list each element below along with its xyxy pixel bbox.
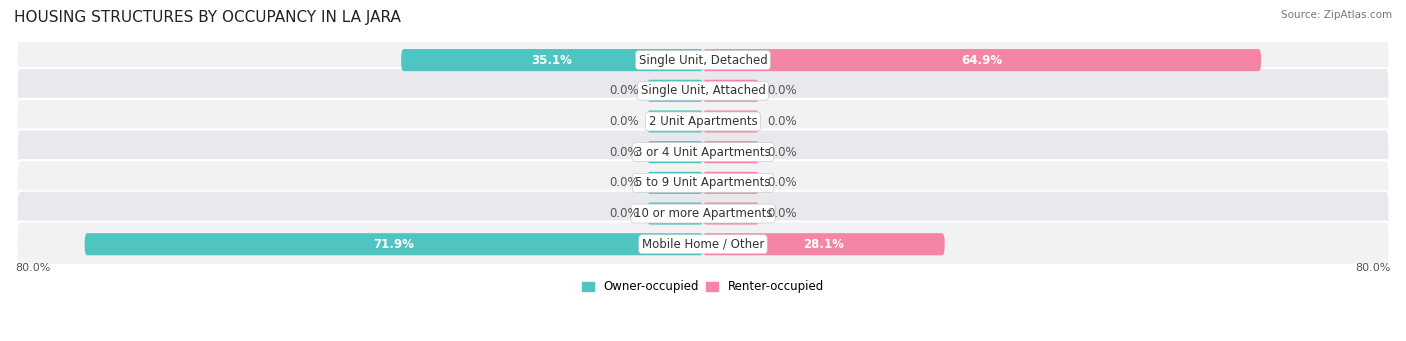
Text: 80.0%: 80.0%: [1355, 263, 1391, 273]
Text: 64.9%: 64.9%: [962, 54, 1002, 66]
Text: 71.9%: 71.9%: [374, 238, 415, 251]
Text: 0.0%: 0.0%: [768, 115, 797, 128]
Text: Mobile Home / Other: Mobile Home / Other: [641, 238, 765, 251]
FancyBboxPatch shape: [703, 172, 759, 194]
FancyBboxPatch shape: [703, 80, 759, 102]
FancyBboxPatch shape: [703, 110, 759, 133]
FancyBboxPatch shape: [703, 141, 759, 163]
Legend: Owner-occupied, Renter-occupied: Owner-occupied, Renter-occupied: [578, 276, 828, 298]
FancyBboxPatch shape: [84, 233, 703, 255]
Text: Source: ZipAtlas.com: Source: ZipAtlas.com: [1281, 10, 1392, 20]
Text: 0.0%: 0.0%: [768, 207, 797, 220]
Text: 28.1%: 28.1%: [803, 238, 844, 251]
FancyBboxPatch shape: [647, 110, 703, 133]
FancyBboxPatch shape: [17, 99, 1389, 144]
FancyBboxPatch shape: [17, 38, 1389, 83]
Text: HOUSING STRUCTURES BY OCCUPANCY IN LA JARA: HOUSING STRUCTURES BY OCCUPANCY IN LA JA…: [14, 10, 401, 25]
Text: 0.0%: 0.0%: [768, 146, 797, 159]
Text: 0.0%: 0.0%: [609, 115, 638, 128]
Text: 80.0%: 80.0%: [15, 263, 51, 273]
FancyBboxPatch shape: [703, 233, 945, 255]
Text: 0.0%: 0.0%: [609, 176, 638, 189]
FancyBboxPatch shape: [17, 222, 1389, 267]
Text: 35.1%: 35.1%: [531, 54, 572, 66]
FancyBboxPatch shape: [647, 141, 703, 163]
Text: 2 Unit Apartments: 2 Unit Apartments: [648, 115, 758, 128]
FancyBboxPatch shape: [17, 191, 1389, 236]
FancyBboxPatch shape: [647, 203, 703, 225]
FancyBboxPatch shape: [17, 130, 1389, 175]
Text: 0.0%: 0.0%: [609, 146, 638, 159]
Text: 10 or more Apartments: 10 or more Apartments: [634, 207, 772, 220]
FancyBboxPatch shape: [401, 49, 703, 71]
Text: 3 or 4 Unit Apartments: 3 or 4 Unit Apartments: [636, 146, 770, 159]
Text: 0.0%: 0.0%: [768, 84, 797, 97]
Text: 0.0%: 0.0%: [768, 176, 797, 189]
FancyBboxPatch shape: [17, 160, 1389, 206]
FancyBboxPatch shape: [17, 68, 1389, 114]
Text: 0.0%: 0.0%: [609, 207, 638, 220]
FancyBboxPatch shape: [703, 203, 759, 225]
Text: 0.0%: 0.0%: [609, 84, 638, 97]
Text: Single Unit, Attached: Single Unit, Attached: [641, 84, 765, 97]
Text: 5 to 9 Unit Apartments: 5 to 9 Unit Apartments: [636, 176, 770, 189]
FancyBboxPatch shape: [647, 172, 703, 194]
Text: Single Unit, Detached: Single Unit, Detached: [638, 54, 768, 66]
FancyBboxPatch shape: [647, 80, 703, 102]
FancyBboxPatch shape: [703, 49, 1261, 71]
